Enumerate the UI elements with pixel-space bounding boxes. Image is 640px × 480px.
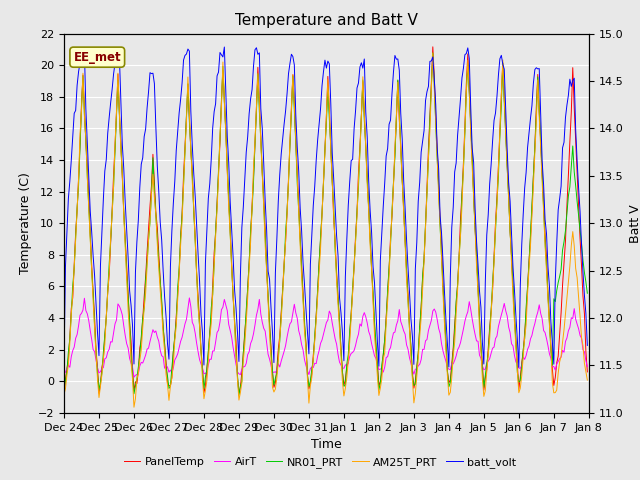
- batt_volt: [291, 62, 298, 68]
- PanelTemp: [429, 44, 436, 50]
- PanelTemp: [234, 374, 241, 380]
- Line: PanelTemp: PanelTemp: [64, 47, 588, 393]
- AM25T_PRT: [244, 295, 252, 300]
- Line: NR01_PRT: NR01_PRT: [64, 53, 588, 396]
- NR01_PRT: [429, 50, 436, 56]
- Line: batt_volt: batt_volt: [64, 47, 588, 367]
- NR01_PRT: [584, 290, 591, 296]
- AM25T_PRT: [218, 104, 225, 109]
- batt_volt: [515, 364, 523, 370]
- AirT: [237, 372, 244, 377]
- AM25T_PRT: [557, 353, 565, 359]
- AirT: [584, 364, 591, 370]
- PanelTemp: [584, 369, 591, 375]
- batt_volt: [221, 44, 228, 50]
- Legend: PanelTemp, AirT, NR01_PRT, AM25T_PRT, batt_volt: PanelTemp, AirT, NR01_PRT, AM25T_PRT, ba…: [119, 452, 521, 472]
- PanelTemp: [291, 100, 298, 106]
- batt_volt: [584, 343, 591, 348]
- Line: AirT: AirT: [64, 298, 588, 377]
- AirT: [130, 374, 138, 380]
- AirT: [60, 370, 68, 376]
- batt_volt: [216, 49, 224, 55]
- AirT: [124, 345, 132, 351]
- NR01_PRT: [291, 108, 298, 113]
- Text: EE_met: EE_met: [74, 51, 121, 64]
- batt_volt: [124, 255, 132, 261]
- batt_volt: [60, 361, 68, 367]
- NR01_PRT: [216, 135, 224, 141]
- AirT: [557, 354, 565, 360]
- PanelTemp: [124, 292, 132, 298]
- X-axis label: Time: Time: [311, 438, 342, 451]
- AirT: [245, 349, 253, 355]
- Y-axis label: Batt V: Batt V: [629, 204, 640, 242]
- PanelTemp: [235, 390, 243, 396]
- batt_volt: [235, 359, 243, 364]
- NR01_PRT: [557, 266, 565, 272]
- AM25T_PRT: [584, 377, 591, 383]
- AM25T_PRT: [291, 102, 298, 108]
- batt_volt: [557, 183, 565, 189]
- Line: AM25T_PRT: AM25T_PRT: [64, 53, 588, 407]
- NR01_PRT: [124, 295, 132, 300]
- NR01_PRT: [60, 387, 68, 393]
- AM25T_PRT: [429, 50, 436, 56]
- batt_volt: [244, 134, 252, 140]
- PanelTemp: [60, 390, 68, 396]
- PanelTemp: [557, 310, 565, 316]
- Y-axis label: Temperature (C): Temperature (C): [19, 172, 32, 274]
- NR01_PRT: [234, 372, 241, 378]
- NR01_PRT: [235, 393, 243, 398]
- Title: Temperature and Batt V: Temperature and Batt V: [235, 13, 418, 28]
- AM25T_PRT: [235, 397, 243, 403]
- AirT: [292, 310, 300, 316]
- PanelTemp: [244, 285, 252, 291]
- AM25T_PRT: [124, 308, 132, 313]
- AM25T_PRT: [60, 391, 68, 397]
- NR01_PRT: [244, 286, 252, 292]
- AirT: [219, 304, 227, 310]
- AirT: [186, 295, 193, 301]
- PanelTemp: [216, 140, 224, 146]
- AM25T_PRT: [130, 404, 138, 410]
